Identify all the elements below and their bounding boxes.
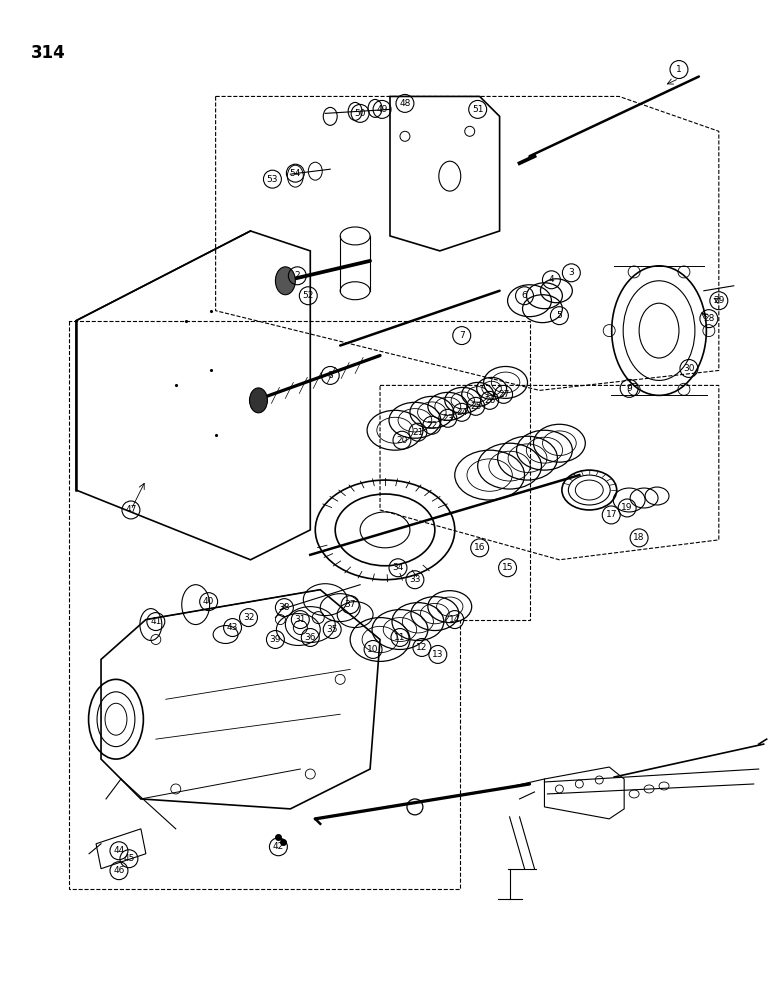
Text: 39: 39 <box>270 635 281 644</box>
Text: 27: 27 <box>498 390 509 399</box>
Text: 8: 8 <box>328 371 333 380</box>
Text: 25: 25 <box>470 402 481 411</box>
Text: 45: 45 <box>123 854 135 863</box>
Text: 4: 4 <box>548 275 555 284</box>
Text: 44: 44 <box>113 846 125 855</box>
Text: 11: 11 <box>394 633 406 642</box>
Text: 14: 14 <box>449 615 460 624</box>
Text: 31: 31 <box>295 615 306 624</box>
Text: 33: 33 <box>410 575 420 584</box>
Text: 21: 21 <box>412 428 424 437</box>
Text: 16: 16 <box>474 543 485 552</box>
Text: 10: 10 <box>367 645 379 654</box>
Text: 52: 52 <box>303 291 314 300</box>
Text: 1: 1 <box>676 65 682 74</box>
Text: 17: 17 <box>605 510 617 519</box>
Text: 15: 15 <box>502 563 513 572</box>
Text: 38: 38 <box>278 603 290 612</box>
Text: 29: 29 <box>713 296 725 305</box>
Text: 13: 13 <box>432 650 444 659</box>
Text: 35: 35 <box>327 625 338 634</box>
Text: 50: 50 <box>354 109 366 118</box>
Text: 2: 2 <box>295 271 300 280</box>
Ellipse shape <box>250 388 268 413</box>
Text: 30: 30 <box>683 364 695 373</box>
Text: 12: 12 <box>417 643 427 652</box>
Ellipse shape <box>275 267 296 295</box>
Text: 34: 34 <box>392 563 404 572</box>
Text: 5: 5 <box>556 311 562 320</box>
Text: 314: 314 <box>31 44 66 62</box>
Text: 9: 9 <box>626 384 632 393</box>
Text: 32: 32 <box>243 613 254 622</box>
Text: 37: 37 <box>345 600 356 609</box>
Text: 41: 41 <box>150 617 161 626</box>
Text: 23: 23 <box>442 414 453 423</box>
Text: 22: 22 <box>426 421 438 430</box>
Text: 26: 26 <box>484 396 495 405</box>
Text: 28: 28 <box>704 314 714 323</box>
Text: 6: 6 <box>522 291 527 300</box>
Text: 40: 40 <box>203 597 215 606</box>
Text: 53: 53 <box>267 175 278 184</box>
Text: 3: 3 <box>569 268 574 277</box>
Text: 48: 48 <box>399 99 410 108</box>
Text: 18: 18 <box>633 533 645 542</box>
Text: 42: 42 <box>273 842 284 851</box>
Text: 24: 24 <box>456 408 467 417</box>
Text: 36: 36 <box>304 633 316 642</box>
Text: 49: 49 <box>376 105 388 114</box>
Text: 43: 43 <box>227 623 238 632</box>
Text: 47: 47 <box>126 505 136 514</box>
Text: 19: 19 <box>622 503 633 512</box>
Text: 54: 54 <box>289 169 301 178</box>
Text: 20: 20 <box>396 436 408 445</box>
Text: 51: 51 <box>472 105 484 114</box>
Text: 7: 7 <box>459 331 465 340</box>
Text: 46: 46 <box>113 866 125 875</box>
